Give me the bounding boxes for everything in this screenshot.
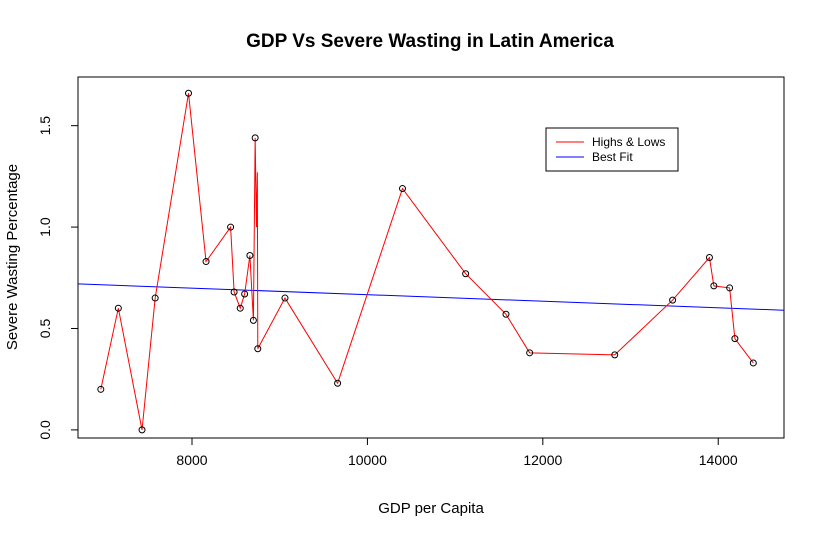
series-layer <box>78 89 784 434</box>
data-point <box>138 426 146 434</box>
chart-title: GDP Vs Severe Wasting in Latin America <box>246 31 614 52</box>
legend: Highs & Lows Best Fit <box>545 127 679 172</box>
data-point <box>334 379 342 387</box>
y-axis-label: Severe Wasting Percentage <box>4 164 21 350</box>
data-point <box>726 284 734 292</box>
series-line-highs-lows <box>100 93 754 430</box>
x-tick-label: 14000 <box>699 452 738 468</box>
data-point <box>227 223 235 231</box>
legend-label-best-fit: Best Fit <box>592 150 633 164</box>
legend-label-highs-lows: Highs & Lows <box>592 135 665 149</box>
y-tick-label: 1.0 <box>37 217 53 237</box>
y-tick-label: 1.5 <box>37 116 53 136</box>
data-point <box>241 290 249 298</box>
data-point <box>236 304 244 312</box>
data-point <box>251 134 259 142</box>
data-point <box>246 251 254 259</box>
data-point <box>669 296 677 304</box>
data-point <box>97 385 105 393</box>
data-point <box>705 254 713 261</box>
data-point <box>611 351 619 359</box>
data-point <box>185 89 193 97</box>
x-axis: 8000 10000 12000 14000 <box>176 438 738 468</box>
data-point <box>249 316 257 324</box>
data-point <box>462 270 470 278</box>
data-point <box>502 310 510 318</box>
y-tick-label: 0.5 <box>37 319 53 339</box>
data-point <box>281 294 289 302</box>
x-tick-label: 8000 <box>176 452 207 468</box>
data-point <box>230 288 238 296</box>
data-point <box>526 349 534 357</box>
data-point <box>254 345 262 353</box>
data-point <box>202 258 210 266</box>
x-axis-label: GDP per Capita <box>378 500 484 517</box>
x-tick-label: 12000 <box>523 452 562 468</box>
data-point <box>114 304 122 312</box>
plot-frame <box>77 76 785 439</box>
x-tick-label: 10000 <box>348 452 387 468</box>
legend-box <box>545 127 679 172</box>
y-axis: 0.0 0.5 1.0 1.5 <box>37 116 78 440</box>
data-point <box>710 282 718 290</box>
data-point <box>749 359 757 367</box>
data-point <box>398 185 406 193</box>
data-point <box>731 335 739 343</box>
y-tick-label: 0.0 <box>37 420 53 440</box>
data-point <box>151 294 159 302</box>
series-line-best-fit <box>78 283 784 311</box>
